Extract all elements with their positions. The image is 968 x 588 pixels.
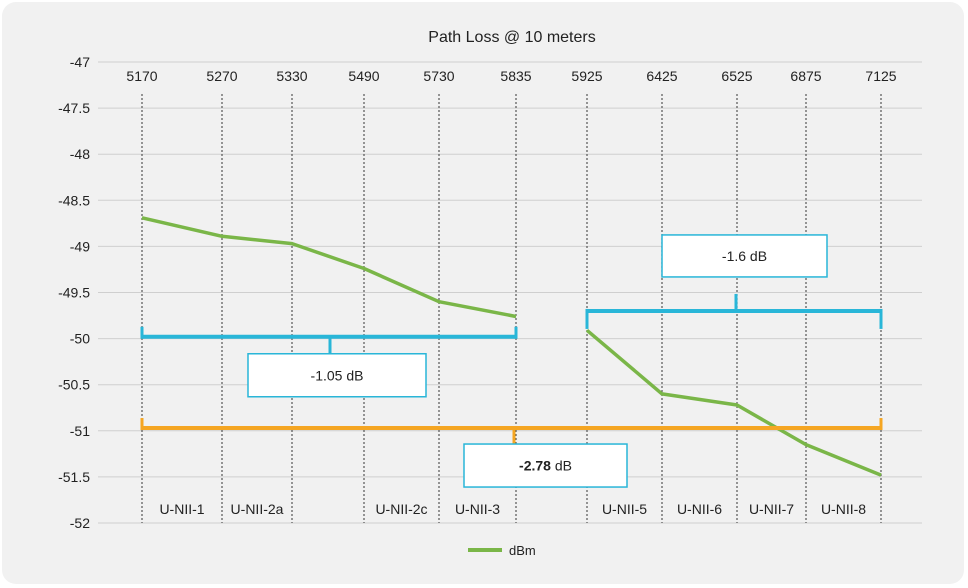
legend-label: dBm <box>509 543 536 558</box>
callout-box <box>463 443 628 488</box>
callout-label-unit: dB <box>551 458 572 474</box>
y-tick-label: -52 <box>70 515 90 531</box>
band-label: U-NII-3 <box>455 501 500 517</box>
callout-box <box>247 353 427 398</box>
band-label: U-NII-6 <box>677 501 722 517</box>
y-tick-label: -48.5 <box>58 192 90 208</box>
callout-label-bold: -2.78 <box>519 458 551 474</box>
series-lines <box>141 216 882 477</box>
x-tick-label: 5730 <box>423 68 454 84</box>
y-tick-label: -51 <box>70 423 90 439</box>
y-tick-label: -47 <box>70 54 90 70</box>
chart-title: Path Loss @ 10 meters <box>428 29 595 46</box>
x-tick-label: 6425 <box>646 68 677 84</box>
x-tick-label: 5925 <box>571 68 602 84</box>
band-label: U-NII-2a <box>231 501 284 517</box>
series-line <box>141 216 517 319</box>
band-label: U-NII-7 <box>749 501 794 517</box>
y-tick-label: -50.5 <box>58 377 90 393</box>
band-label: U-NII-1 <box>159 501 204 517</box>
x-tick-label: 5270 <box>206 68 237 84</box>
y-tick-label: -49.5 <box>58 285 90 301</box>
band-label: U-NII-2c <box>375 501 427 517</box>
x-tick-label: 5330 <box>276 68 307 84</box>
callout-label: -2.78 dB <box>519 458 572 474</box>
x-tick-label: 5170 <box>126 68 157 84</box>
x-tick-label: 5490 <box>348 68 379 84</box>
brace-total: -2.78 dB <box>140 418 883 488</box>
callout-label: -1.6 dB <box>722 248 767 264</box>
legend: dBm <box>468 543 536 558</box>
callout-label: -1.05 dB <box>311 367 364 383</box>
x-tick-label: 6525 <box>721 68 752 84</box>
band-label: U-NII-5 <box>602 501 647 517</box>
band-label: U-NII-8 <box>821 501 866 517</box>
x-tick-label: 5835 <box>500 68 531 84</box>
annotations: -1.05 dB -1.6 dB -2.78 dB <box>140 234 883 488</box>
y-tick-label: -48 <box>70 146 90 162</box>
callout-box <box>661 234 828 278</box>
y-tick-label: -51.5 <box>58 469 90 485</box>
band-labels: U-NII-1 U-NII-2a U-NII-2c U-NII-3 U-NII-5 U-N… <box>159 501 866 517</box>
x-axis-ticks: 5170 5270 5330 5490 5730 5835 5925 6425 6525 6875… <box>126 68 896 84</box>
x-tick-label: 6875 <box>790 68 821 84</box>
x-tick-label: 7125 <box>865 68 896 84</box>
brace-5ghz: -1.05 dB <box>140 326 518 398</box>
y-tick-label: -49 <box>70 238 90 254</box>
y-tick-label: -47.5 <box>58 100 90 116</box>
series-line <box>585 328 882 477</box>
y-axis-ticks: -47 -47.5 -48 -48.5 -49 -49.5 -50 -50.5 -51 -51.5… <box>58 54 90 531</box>
brace-6ghz: -1.6 dB <box>585 234 883 329</box>
y-tick-label: -50 <box>70 331 90 347</box>
